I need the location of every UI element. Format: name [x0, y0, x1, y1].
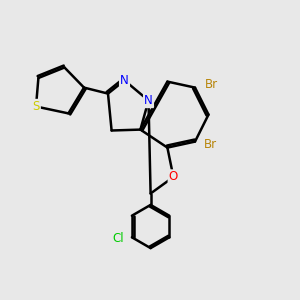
Text: N: N: [120, 74, 129, 87]
Text: Cl: Cl: [112, 232, 124, 245]
Text: O: O: [169, 170, 178, 184]
Text: N: N: [144, 94, 153, 107]
Text: Br: Br: [204, 138, 217, 151]
Text: Br: Br: [205, 78, 218, 91]
Text: S: S: [32, 100, 40, 113]
